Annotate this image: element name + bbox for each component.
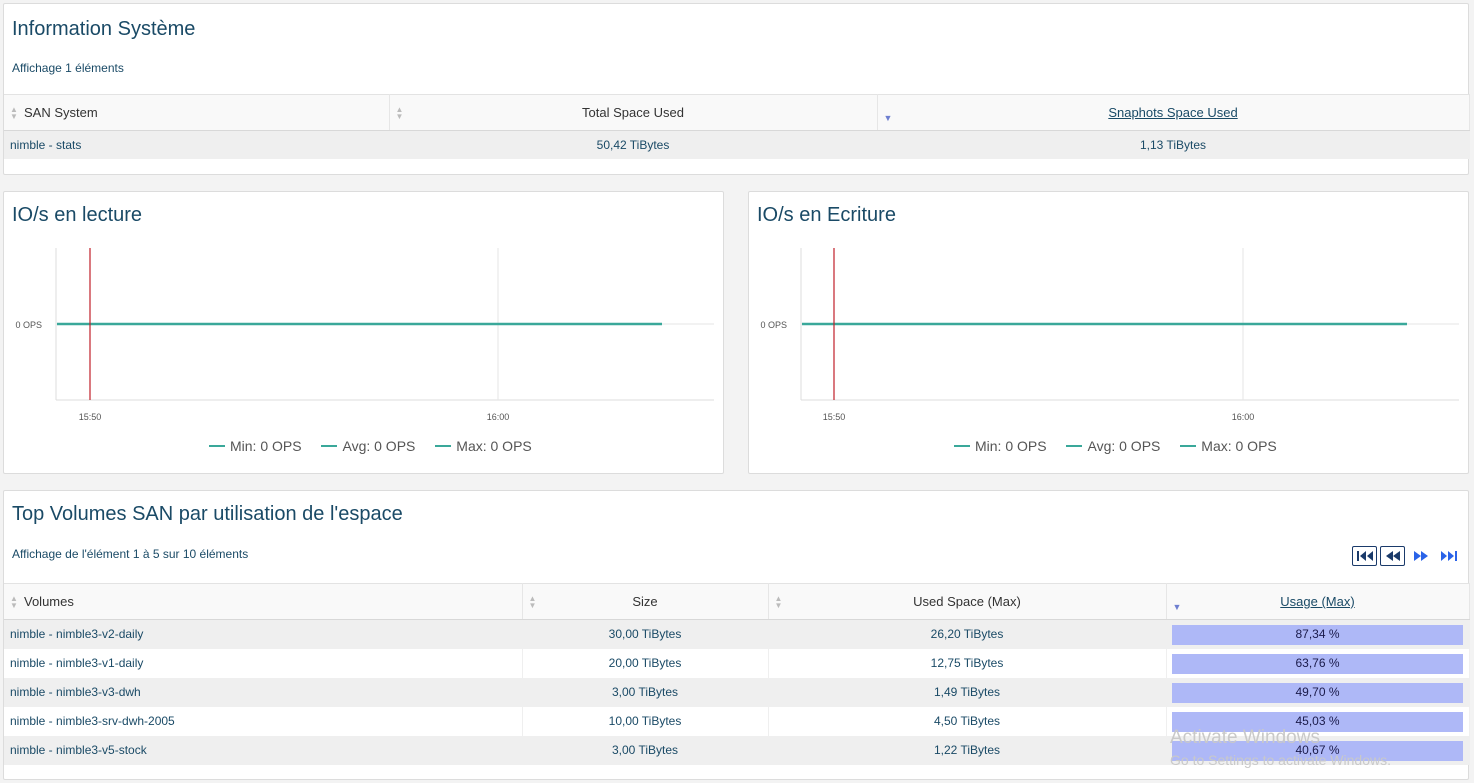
usage-bar [1171,653,1463,674]
column-header-usage[interactable]: ▼ Usage (Max) [1166,583,1470,620]
y-tick-label: 0 OPS [760,320,787,330]
column-header-san-system[interactable]: ▲ ▼ SAN System [4,94,390,131]
system-info-panel: Information Système Affichage 1 éléments… [3,3,1470,175]
size-cell: 3,00 TiBytes [522,735,769,765]
pagination [1352,546,1461,566]
sort-icon: ▲ ▼ [395,104,404,121]
sort-desc-icon: ▼ [883,113,893,123]
previous-page-button[interactable] [1380,546,1405,566]
table-row[interactable]: nimble - nimble3-v1-daily 20,00 TiBytes … [4,648,1470,678]
column-header-snapshots-space[interactable]: ▼ Snaphots Space Used [877,94,1470,131]
first-page-icon [1356,551,1373,561]
usage-cell: 63,76 % [1166,648,1470,678]
used-space-cell: 4,50 TiBytes [768,706,1167,736]
usage-cell: 49,70 % [1166,677,1470,707]
snapshots-space-cell: 1,13 TiBytes [877,130,1470,159]
used-space-cell: 1,49 TiBytes [768,677,1167,707]
x-tick-label: 15:50 [823,412,846,422]
legend-item-avg[interactable]: Avg: 0 OPS [1066,438,1160,454]
write-io-title: IO/s en Ecriture [757,204,896,226]
usage-cell: 87,34 % [1166,619,1470,649]
system-info-table: ▲ ▼ SAN System ▲ ▼ Total Space Used ▼ Snap… [4,94,1470,159]
x-tick-label: 15:50 [79,412,102,422]
top-volumes-title: Top Volumes SAN par utilisation de l'esp… [12,503,403,525]
legend-item-max[interactable]: Max: 0 OPS [435,438,532,454]
sort-icon: ▲ ▼ [774,593,783,610]
column-header-total-space[interactable]: ▲ ▼ Total Space Used [389,94,878,131]
volume-name-cell: nimble - nimble3-v3-dwh [4,677,523,707]
volumes-table: ▲ ▼ Volumes ▲ ▼ Size ▲ ▼ Used Space (Max) ▼… [4,583,1470,765]
table-row[interactable]: nimble - stats 50,42 TiBytes 1,13 TiByte… [4,130,1470,159]
size-cell: 30,00 TiBytes [522,619,769,649]
write-io-panel: IO/s en Ecriture 0 OPS 15:50 16:00 Min: … [748,191,1469,474]
chart-legend: Min: 0 OPS Avg: 0 OPS Max: 0 OPS [209,438,548,454]
usage-bar [1171,711,1463,732]
chart-legend: Min: 0 OPS Avg: 0 OPS Max: 0 OPS [954,438,1293,454]
legend-item-min[interactable]: Min: 0 OPS [209,438,302,454]
used-space-cell: 26,20 TiBytes [768,619,1167,649]
write-io-chart: 0 OPS 15:50 16:00 [760,248,1459,422]
table-row[interactable]: nimble - nimble3-v2-daily 30,00 TiBytes … [4,619,1470,649]
next-page-icon [1413,551,1428,561]
san-system-cell: nimble - stats [4,130,390,159]
used-space-cell: 12,75 TiBytes [768,648,1167,678]
used-space-cell: 1,22 TiBytes [768,735,1167,765]
column-header-volumes[interactable]: ▲ ▼ Volumes [4,583,523,620]
read-io-chart: 0 OPS 15:50 16:00 [15,248,714,422]
last-page-button[interactable] [1436,546,1461,566]
system-info-title: Information Système [12,18,196,40]
read-io-panel: IO/s en lecture 0 OPS 15:50 16:00 Min: 0… [3,191,724,474]
read-io-title: IO/s en lecture [12,204,143,226]
volume-name-cell: nimble - nimble3-v2-daily [4,619,523,649]
column-header-used-space[interactable]: ▲ ▼ Used Space (Max) [768,583,1167,620]
table-row[interactable]: nimble - nimble3-v5-stock 3,00 TiBytes 1… [4,735,1470,765]
volume-name-cell: nimble - nimble3-srv-dwh-2005 [4,706,523,736]
legend-item-avg[interactable]: Avg: 0 OPS [321,438,415,454]
table-row[interactable]: nimble - nimble3-v3-dwh 3,00 TiBytes 1,4… [4,677,1470,707]
legend-item-max[interactable]: Max: 0 OPS [1180,438,1277,454]
y-tick-label: 0 OPS [15,320,42,330]
size-cell: 3,00 TiBytes [522,677,769,707]
sort-icon: ▲ ▼ [10,104,18,121]
total-space-cell: 50,42 TiBytes [389,130,878,159]
sort-desc-icon: ▼ [1172,602,1182,612]
usage-bar [1171,682,1463,703]
size-cell: 10,00 TiBytes [522,706,769,736]
previous-page-icon [1385,551,1400,561]
usage-cell: 40,67 % [1166,735,1470,765]
usage-cell: 45,03 % [1166,706,1470,736]
last-page-icon [1440,551,1457,561]
top-volumes-count: Affichage de l'élément 1 à 5 sur 10 élém… [12,547,249,561]
usage-bar [1171,740,1463,761]
x-tick-label: 16:00 [487,412,510,422]
legend-item-min[interactable]: Min: 0 OPS [954,438,1047,454]
table-row[interactable]: nimble - nimble3-srv-dwh-2005 10,00 TiBy… [4,706,1470,736]
size-cell: 20,00 TiBytes [522,648,769,678]
sort-icon: ▲ ▼ [528,593,537,610]
top-volumes-panel: Top Volumes SAN par utilisation de l'esp… [3,490,1470,780]
first-page-button[interactable] [1352,546,1377,566]
system-info-count: Affichage 1 éléments [12,61,124,75]
volume-name-cell: nimble - nimble3-v5-stock [4,735,523,765]
usage-bar [1171,625,1463,645]
sort-icon: ▲ ▼ [10,593,18,610]
next-page-button[interactable] [1408,546,1433,566]
column-header-size[interactable]: ▲ ▼ Size [522,583,769,620]
x-tick-label: 16:00 [1232,412,1255,422]
volume-name-cell: nimble - nimble3-v1-daily [4,648,523,678]
